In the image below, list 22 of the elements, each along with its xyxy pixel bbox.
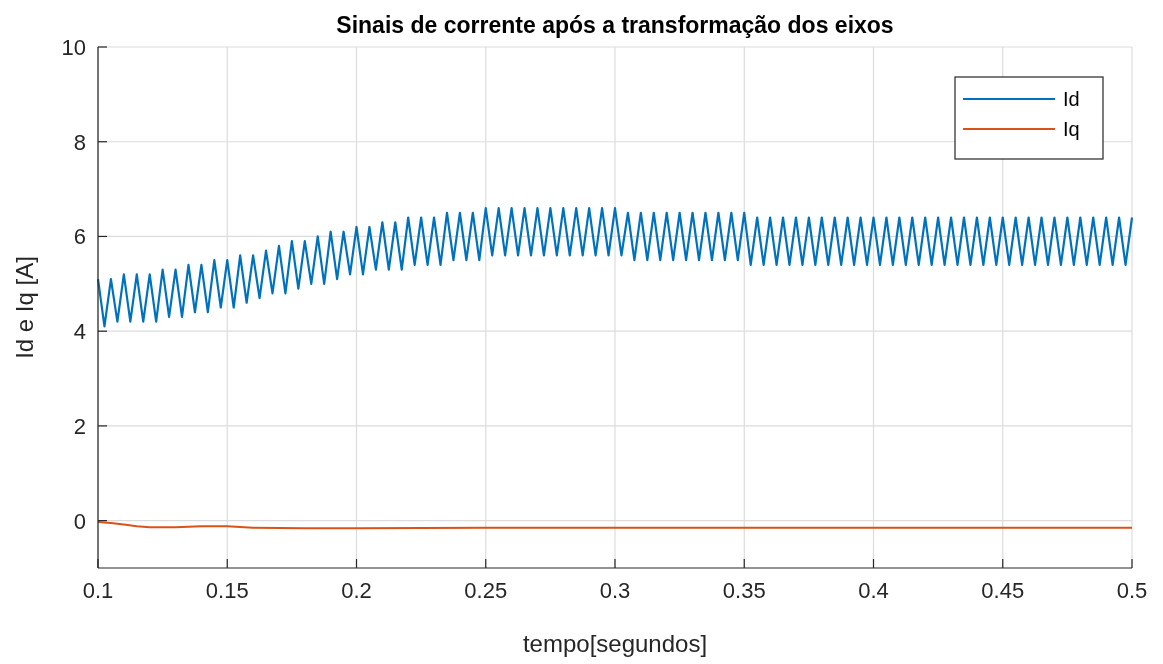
x-tick-label: 0.15 xyxy=(205,578,249,603)
line-series xyxy=(97,521,1133,530)
y-tick-label: 0 xyxy=(73,508,86,534)
line-series xyxy=(96,206,1134,328)
y-axis-title: Id e Iq [A] xyxy=(11,256,38,359)
x-tick-label: 0.45 xyxy=(981,578,1025,603)
chart-title: Sinais de corrente após a transformação dos eixos xyxy=(336,12,894,38)
x-tick-label: 0.4 xyxy=(858,578,889,603)
y-tick-label: 8 xyxy=(73,129,86,155)
x-axis-title: tempo[segundos] xyxy=(522,630,708,657)
y-tick-label: 2 xyxy=(73,413,86,439)
y-tick-label: 4 xyxy=(73,319,86,345)
legend-label: Id xyxy=(1063,88,1080,110)
y-tick-label: 6 xyxy=(73,224,86,250)
x-tick-label: 0.2 xyxy=(341,578,372,603)
y-tick-label: 10 xyxy=(61,35,86,60)
x-tick-label: 0.25 xyxy=(464,578,508,603)
x-tick-label: 0.35 xyxy=(722,578,766,603)
x-tick-label: 0.1 xyxy=(82,578,114,603)
x-tick-label: 0.5 xyxy=(1116,578,1148,603)
x-tick-label: 0.3 xyxy=(599,578,631,603)
legend-label: Iq xyxy=(1063,118,1080,140)
